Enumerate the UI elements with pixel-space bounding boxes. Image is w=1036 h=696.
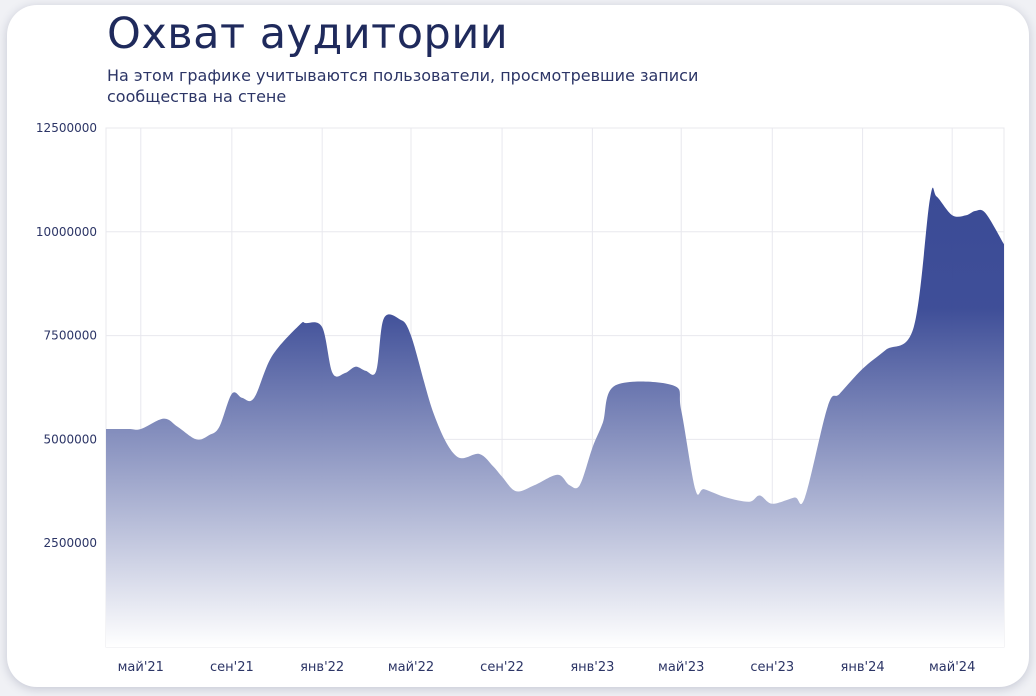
area-series [106,187,1004,647]
x-tick-label: сен'21 [210,660,254,675]
area-chart: 2500000 5000000 7500000 10000000 12500000 май… [36,121,1005,675]
y-tick-label: 2500000 [44,536,97,550]
y-tick-label: 5000000 [44,432,97,446]
x-tick-label: янв'24 [841,660,885,675]
x-tick-label: май'22 [388,660,434,675]
chart-title: Охват аудитории [107,9,509,59]
y-tick-label: 12500000 [36,121,97,135]
x-tick-label: янв'23 [570,660,614,675]
x-tick-label: май'24 [929,660,975,675]
x-tick-label: май'21 [118,660,164,675]
y-tick-label: 7500000 [44,329,97,343]
x-tick-label: янв'22 [300,660,344,675]
chart-card: Охват аудитории На этом графике учитываю… [7,5,1029,687]
x-tick-label: сен'23 [750,660,794,675]
y-tick-label: 10000000 [36,225,97,239]
chart-subtitle: На этом графике учитываются пользователи… [107,66,699,106]
x-tick-label: май'23 [658,660,704,675]
x-tick-label: сен'22 [480,660,524,675]
